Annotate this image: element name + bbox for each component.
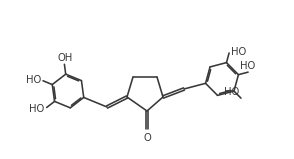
Text: HO: HO (231, 47, 246, 57)
Text: O: O (143, 133, 151, 143)
Text: HO: HO (29, 104, 45, 114)
Text: HO: HO (240, 61, 256, 71)
Text: HO: HO (26, 75, 41, 85)
Text: HO: HO (224, 87, 239, 97)
Text: OH: OH (58, 53, 73, 63)
